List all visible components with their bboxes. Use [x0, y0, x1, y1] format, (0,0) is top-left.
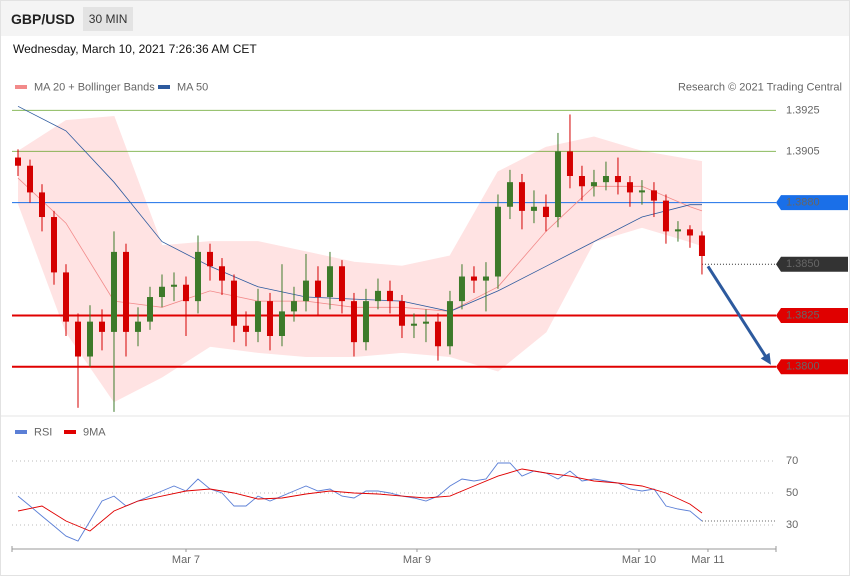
x-tick-label: Mar 11 — [691, 554, 724, 566]
projection-arrow — [706, 265, 769, 361]
candle-body — [206, 251, 213, 267]
symbol: GBP/USD — [11, 10, 75, 27]
candle-body — [110, 251, 117, 332]
candle-body — [266, 301, 273, 336]
band-upper — [17, 115, 703, 267]
candle-body — [134, 321, 141, 332]
level-label: 1.3850 — [786, 258, 820, 270]
candle-body — [326, 266, 333, 298]
candle-body — [638, 190, 645, 193]
candle-body — [422, 321, 429, 324]
x-tick-label: Mar 10 — [622, 554, 656, 566]
candle-body — [650, 190, 657, 201]
candle-body — [626, 182, 633, 193]
candle-body — [614, 176, 621, 183]
legend-swatch — [15, 85, 27, 89]
candle-body — [146, 297, 153, 322]
level-label: 1.3800 — [786, 361, 820, 373]
candle-body — [314, 280, 321, 298]
level-tag — [776, 307, 848, 323]
candle-body — [170, 284, 177, 287]
candle-body — [398, 301, 405, 326]
candle-body — [158, 286, 165, 298]
level-label: 1.3905 — [786, 145, 820, 157]
legend-label: 9MA — [83, 426, 106, 438]
credit: Research © 2021 Trading Central — [678, 81, 842, 93]
candle-body — [518, 182, 525, 211]
y-tick-label: 70 — [786, 455, 798, 467]
candle-body — [386, 290, 393, 302]
candle-body — [362, 301, 369, 343]
legend-swatch — [64, 430, 76, 434]
level-label: 1.3825 — [786, 309, 820, 321]
candle-body — [302, 280, 309, 302]
level-tag — [776, 195, 848, 211]
timestamp: Wednesday, March 10, 2021 7:26:36 AM CET — [13, 42, 257, 56]
candle-body — [38, 192, 45, 218]
arrow-head — [760, 352, 771, 365]
legend-label: MA 50 — [177, 81, 208, 93]
level-tag — [776, 359, 848, 375]
candle-body — [338, 266, 345, 302]
candle-body — [554, 151, 561, 218]
level-label: 1.3925 — [786, 104, 820, 116]
y-tick-label: 50 — [786, 487, 798, 499]
candle-body — [590, 182, 597, 187]
candle-body — [674, 229, 681, 232]
x-tick-label: Mar 9 — [403, 554, 431, 566]
candle-body — [602, 176, 609, 183]
candle-body — [458, 276, 465, 302]
candle-body — [530, 206, 537, 211]
candle-body — [542, 206, 549, 218]
candle-body — [242, 325, 249, 332]
candle-body — [14, 157, 21, 166]
interval[interactable]: 30 MIN — [82, 6, 134, 31]
candle-body — [98, 321, 105, 332]
candle-body — [122, 251, 129, 332]
candle-body — [86, 321, 93, 357]
candle-body — [482, 276, 489, 281]
candle-body — [470, 276, 477, 281]
band-lower — [17, 202, 703, 403]
candle-body — [446, 301, 453, 347]
candle-body — [374, 290, 381, 302]
series-line — [17, 462, 703, 542]
candle-body — [686, 229, 693, 236]
candle-body — [74, 321, 81, 357]
candle-body — [566, 151, 573, 176]
candle-body — [230, 280, 237, 326]
candle-body — [494, 206, 501, 277]
y-tick-label: 30 — [786, 519, 798, 531]
candle-body — [350, 301, 357, 343]
candle-body — [278, 311, 285, 336]
candle-body — [662, 200, 669, 232]
candle-body — [290, 301, 297, 312]
candle-body — [26, 165, 33, 193]
header: GBP/USD 30 MIN — [1, 1, 849, 36]
x-tick-label: Mar 7 — [172, 554, 200, 566]
candle-body — [194, 251, 201, 302]
series-line — [17, 468, 703, 532]
legend-swatch — [15, 430, 27, 434]
legend-label: RSI — [34, 426, 52, 438]
level-tag — [776, 256, 848, 272]
candle-body — [434, 321, 441, 347]
candle-body — [62, 272, 69, 322]
candle-body — [182, 284, 189, 302]
level-label: 1.3880 — [786, 197, 820, 209]
candle-body — [578, 176, 585, 187]
candle-body — [50, 217, 57, 273]
candle-body — [506, 182, 513, 207]
candle-body — [410, 323, 417, 326]
candle-body — [698, 235, 705, 256]
legend-swatch — [158, 85, 170, 89]
legend-label: MA 20 + Bollinger Bands — [34, 81, 155, 93]
candle-body — [254, 301, 261, 332]
candle-body — [218, 266, 225, 281]
band-fill — [18, 116, 702, 402]
